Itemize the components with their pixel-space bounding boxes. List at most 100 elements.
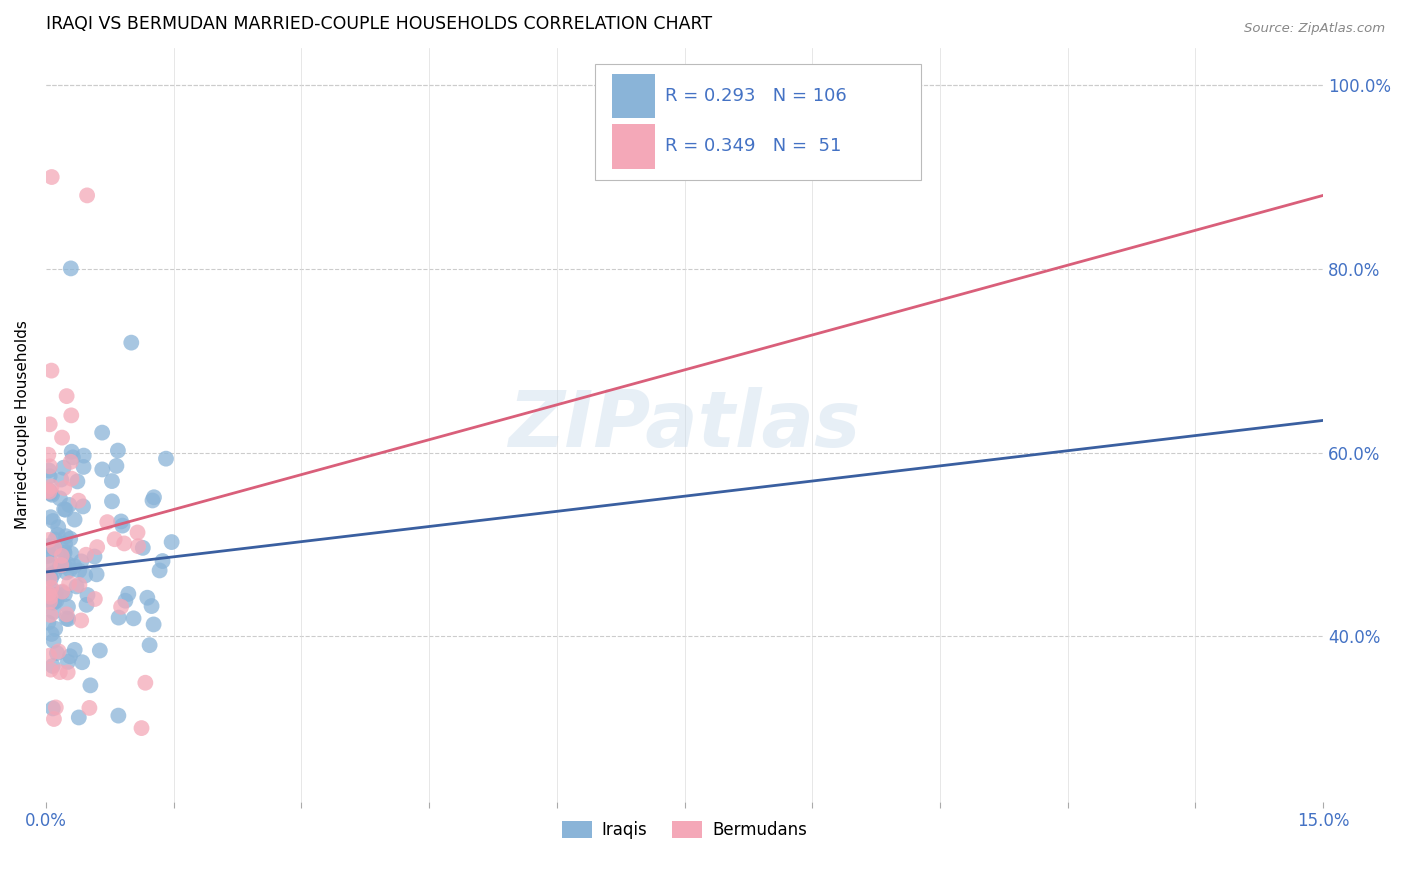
Point	[105, 458, 128, 473]
Point	[59, 532, 82, 546]
Point	[41, 540, 63, 554]
Point	[91, 462, 114, 476]
Point	[96, 515, 118, 529]
FancyBboxPatch shape	[595, 63, 921, 180]
Point	[86, 567, 108, 582]
Point	[38, 533, 60, 547]
Point	[37, 615, 59, 630]
Point	[59, 261, 82, 276]
Point	[49, 665, 72, 679]
Point	[42, 605, 65, 619]
Point	[63, 643, 86, 657]
Point	[76, 598, 98, 612]
Point	[127, 539, 149, 553]
Point	[44, 541, 66, 555]
Point	[114, 593, 136, 607]
Point	[42, 701, 65, 715]
Point	[41, 363, 63, 377]
Point	[67, 493, 90, 508]
Point	[101, 474, 124, 488]
Point	[59, 455, 82, 469]
Point	[41, 479, 63, 493]
Point	[111, 518, 134, 533]
Point	[41, 627, 63, 641]
Point	[63, 559, 86, 574]
Point	[55, 389, 77, 403]
Point	[79, 678, 101, 692]
Point	[38, 539, 60, 553]
Point	[141, 599, 163, 613]
Point	[35, 591, 58, 606]
Point	[39, 663, 62, 677]
Point	[49, 558, 72, 573]
Point	[51, 549, 73, 563]
Text: R = 0.349   N =  51: R = 0.349 N = 51	[665, 137, 842, 155]
Point	[59, 649, 82, 664]
Point	[91, 425, 114, 440]
Point	[107, 610, 129, 624]
Point	[127, 525, 149, 540]
Point	[53, 502, 76, 516]
Point	[42, 596, 65, 610]
Text: ZIPatlas: ZIPatlas	[509, 387, 860, 463]
Point	[110, 515, 132, 529]
Point	[60, 444, 83, 458]
Point	[39, 558, 62, 572]
Legend: Iraqis, Bermudans: Iraqis, Bermudans	[555, 814, 814, 846]
Point	[38, 586, 60, 600]
Point	[141, 493, 163, 508]
Point	[56, 665, 79, 680]
Point	[55, 607, 77, 622]
Point	[51, 558, 73, 573]
Point	[42, 583, 65, 598]
Point	[66, 475, 89, 489]
Point	[39, 571, 62, 585]
Point	[107, 708, 129, 723]
Point	[60, 472, 83, 486]
Point	[83, 592, 105, 607]
Point	[155, 451, 177, 466]
Point	[72, 500, 94, 514]
Point	[46, 520, 69, 534]
Point	[39, 607, 62, 622]
Text: R = 0.293   N = 106: R = 0.293 N = 106	[665, 87, 848, 105]
Point	[56, 557, 79, 571]
Point	[56, 599, 79, 614]
Point	[39, 595, 62, 609]
FancyBboxPatch shape	[612, 74, 655, 118]
Point	[38, 459, 60, 474]
Point	[86, 540, 108, 554]
Point	[45, 700, 67, 714]
Point	[110, 599, 132, 614]
Point	[131, 721, 153, 735]
Point	[38, 648, 60, 663]
Point	[63, 513, 86, 527]
Point	[39, 548, 62, 562]
Point	[59, 563, 82, 577]
Text: IRAQI VS BERMUDAN MARRIED-COUPLE HOUSEHOLDS CORRELATION CHART: IRAQI VS BERMUDAN MARRIED-COUPLE HOUSEHO…	[46, 15, 711, 33]
Point	[41, 169, 63, 184]
Point	[39, 590, 62, 604]
Point	[55, 529, 77, 543]
Point	[138, 638, 160, 652]
Point	[75, 548, 97, 562]
Point	[104, 532, 127, 546]
Point	[41, 595, 63, 609]
Point	[107, 443, 129, 458]
Point	[76, 588, 98, 602]
Point	[132, 541, 155, 555]
Point	[53, 536, 76, 550]
Point	[143, 490, 166, 504]
Point	[65, 579, 87, 593]
Point	[160, 535, 183, 549]
Point	[58, 498, 80, 512]
Point	[83, 549, 105, 564]
Point	[79, 701, 101, 715]
Point	[51, 558, 73, 572]
Point	[39, 581, 62, 595]
Point	[51, 585, 73, 599]
Point	[48, 644, 70, 658]
Point	[56, 655, 79, 669]
Point	[53, 544, 76, 558]
Point	[42, 514, 65, 528]
